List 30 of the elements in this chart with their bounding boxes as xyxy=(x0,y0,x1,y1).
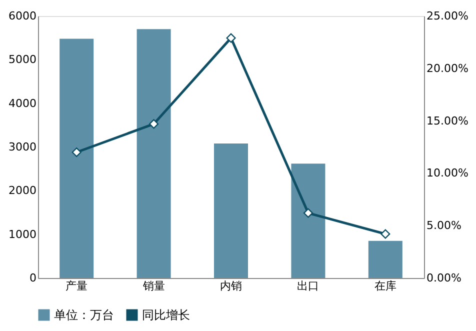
x-tick-label: 在库 xyxy=(374,280,396,292)
point xyxy=(303,208,313,218)
y-tick-label: 3000 xyxy=(8,140,36,154)
point xyxy=(380,229,390,239)
y2-tick-label: 5.00% xyxy=(426,219,462,232)
y2-tick-label: 15.00% xyxy=(426,114,468,128)
point xyxy=(226,33,236,43)
y2-tick-label: 10.00% xyxy=(426,166,468,180)
y2-tick-label: 20.00% xyxy=(426,62,468,75)
bar xyxy=(214,144,248,278)
bar xyxy=(291,164,326,278)
y-tick-label: 5000 xyxy=(8,53,36,66)
y2-tick-label: 0.00% xyxy=(426,272,462,284)
bar xyxy=(60,38,94,278)
x-tick-label: 内销 xyxy=(220,280,242,292)
y2-tick-label: 25.00% xyxy=(426,10,468,22)
point xyxy=(149,119,159,129)
x-tick-label: 产量 xyxy=(66,280,88,292)
x-tick-label: 销量 xyxy=(142,280,165,292)
bar xyxy=(368,240,402,278)
legend-label: 同比增长 xyxy=(142,308,190,322)
y-tick-label: 2000 xyxy=(8,184,36,198)
y-tick-label: 4000 xyxy=(8,96,36,110)
y-tick-label: 6000 xyxy=(8,10,36,22)
bar xyxy=(136,29,171,278)
legend-label: 单位：万台 xyxy=(54,308,114,322)
y-tick-label: 0 xyxy=(30,272,36,284)
point xyxy=(72,147,82,158)
y-tick-label: 1000 xyxy=(8,228,36,241)
x-tick-label: 出口 xyxy=(297,280,320,292)
